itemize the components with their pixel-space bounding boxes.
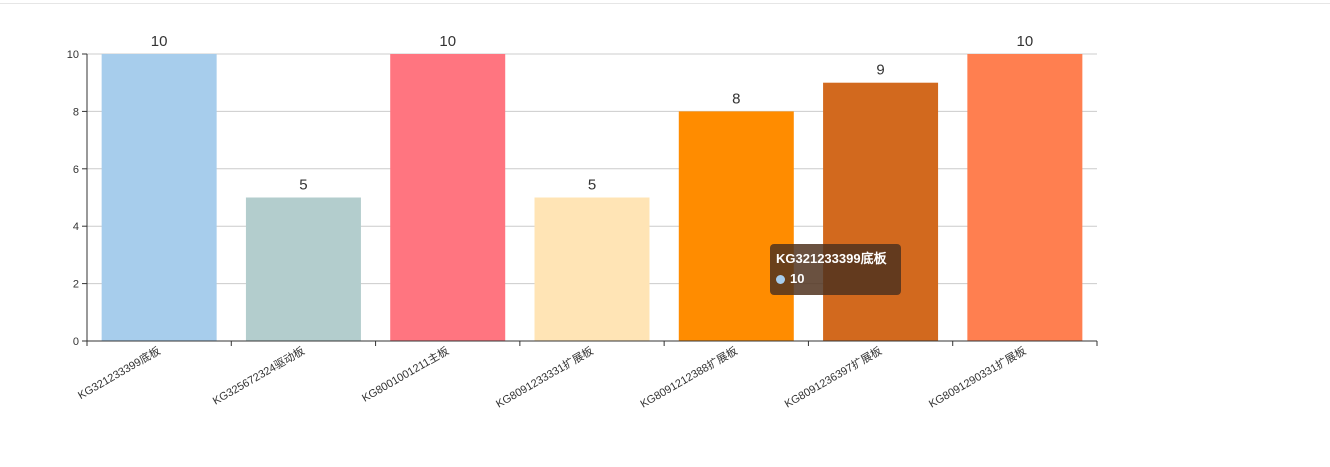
tooltip-row: 10 (776, 270, 895, 288)
data-label: 5 (588, 177, 596, 194)
tooltip-value: 10 (790, 271, 805, 286)
y-tick-label: 2 (73, 279, 79, 291)
y-tick-label: 6 (73, 164, 79, 176)
bars (101, 54, 1083, 342)
x-tick-label: KG8091233331扩展板 (493, 343, 595, 410)
x-tick-label: KG8001001211主板 (359, 343, 451, 404)
data-label: 8 (732, 90, 740, 107)
y-tick-label: 8 (73, 106, 79, 118)
tooltip-marker-icon (776, 274, 785, 284)
tooltip-title: KG321233399底板 (776, 251, 887, 266)
data-label: 10 (439, 33, 456, 50)
x-tick-label: KG8091212388扩展板 (637, 343, 739, 410)
data-label: 9 (876, 62, 884, 79)
y-tick-label: 10 (67, 49, 79, 61)
y-tick-label: 4 (73, 221, 79, 233)
axes (82, 53, 1098, 346)
bar (967, 54, 1083, 341)
bar (390, 54, 506, 341)
bar (534, 197, 650, 341)
data-label: 10 (1017, 33, 1034, 50)
x-tick-label: KG325672324驱动板 (210, 343, 307, 407)
top-divider (0, 3, 1330, 4)
data-label: 5 (299, 177, 307, 194)
bar (245, 197, 361, 341)
bar (678, 111, 794, 342)
y-tick-label: 0 (73, 336, 79, 348)
bar (101, 54, 217, 341)
x-tick-label: KG8091236397扩展板 (782, 343, 884, 410)
data-label: 10 (151, 33, 168, 50)
tooltip: KG321233399底板 10 (770, 244, 901, 295)
x-tick-label: KG321233399底板 (75, 343, 162, 402)
x-tick-label: KG8091290331扩展板 (926, 343, 1028, 410)
bar (823, 82, 939, 341)
